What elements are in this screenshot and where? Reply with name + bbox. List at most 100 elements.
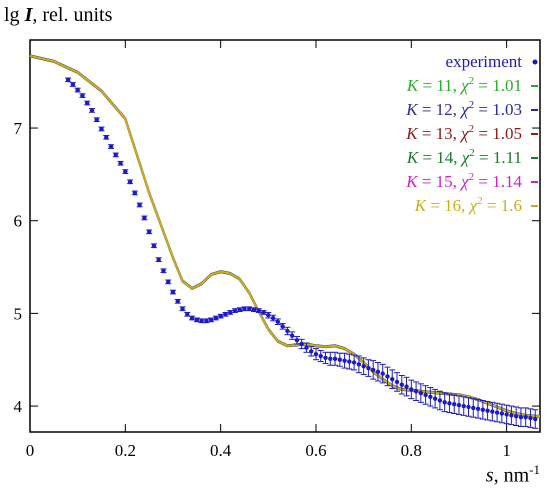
x-axis-label-s: s xyxy=(485,464,494,487)
experiment-point xyxy=(242,306,247,311)
y-axis-label-rest: , rel. units xyxy=(32,4,113,26)
experiment-point xyxy=(94,117,99,122)
experiment-point xyxy=(485,408,490,413)
experiment-point xyxy=(361,364,366,369)
legend-K-value: = 16, xyxy=(426,196,470,215)
experiment-point xyxy=(108,144,114,149)
experiment-point xyxy=(499,411,505,416)
experiment-point xyxy=(285,328,290,334)
experiment-point xyxy=(289,333,295,338)
legend-K-symbol: K xyxy=(406,148,420,167)
experiment-point xyxy=(118,161,123,166)
legend-K-value: = 15, xyxy=(418,172,462,191)
legend-chi-symbol: χ xyxy=(460,148,470,167)
experiment-point xyxy=(528,415,533,421)
experiment-point xyxy=(161,268,166,273)
x-tick-label: 0.8 xyxy=(401,441,422,460)
experiment-point xyxy=(323,355,328,361)
experiment-point xyxy=(399,382,404,387)
experiment-point xyxy=(75,87,80,93)
experiment-point xyxy=(337,357,343,362)
experiment-point xyxy=(151,243,157,248)
experiment-point xyxy=(328,356,333,361)
legend-label-k16: K = 16, χ2 = 1.6 xyxy=(414,195,522,215)
experiment-point xyxy=(185,312,190,317)
experiment-point xyxy=(509,413,514,418)
y-axis-label-I: I xyxy=(24,4,33,26)
experiment-point xyxy=(247,306,252,311)
experiment-point xyxy=(123,169,128,174)
experiment-point xyxy=(218,313,223,319)
experiment-point xyxy=(294,338,300,343)
legend-chi-exp: 2 xyxy=(469,75,475,87)
experiment-point xyxy=(256,308,261,313)
experiment-point xyxy=(280,324,285,329)
y-tick-label: 7 xyxy=(14,119,23,138)
experiment-point xyxy=(170,289,176,295)
legend-K-symbol: K xyxy=(405,172,419,191)
experiment-point xyxy=(213,315,219,321)
experiment-point xyxy=(132,190,138,196)
x-axis-label: s, nm-1 xyxy=(486,462,540,488)
legend-label-k14: K = 14, χ2 = 1.11 xyxy=(406,147,522,167)
legend-K-value: = 12, xyxy=(418,100,462,119)
x-axis-label-unit: , nm xyxy=(493,464,530,487)
experiment-point xyxy=(89,108,95,113)
legend-experiment-marker xyxy=(532,59,538,65)
x-tick-label: 0 xyxy=(26,441,35,460)
experiment-point xyxy=(208,317,214,323)
experiment-point xyxy=(99,126,104,132)
experiment-point xyxy=(137,202,142,208)
experiment-point xyxy=(456,402,462,408)
legend-K-value: = 14, xyxy=(418,148,462,167)
experiment-point xyxy=(437,398,443,403)
experiment-point xyxy=(342,358,347,363)
legend-K-symbol: K xyxy=(405,100,419,119)
experiment-point xyxy=(452,401,457,407)
legend-label-k12: K = 12, χ2 = 1.03 xyxy=(405,99,522,119)
experiment-point xyxy=(356,362,362,367)
legend-chi-symbol: χ xyxy=(459,172,469,191)
legend-chi-value: = 1.05 xyxy=(474,124,522,143)
plot-frame xyxy=(29,39,541,433)
experiment-point xyxy=(232,308,238,313)
experiment-point xyxy=(461,403,466,409)
legend-chi-symbol: χ xyxy=(459,124,469,143)
experiment-point xyxy=(65,77,71,83)
experiment-point xyxy=(261,310,266,315)
legend-chi-value: = 1.14 xyxy=(474,172,522,191)
experiment-point xyxy=(447,401,452,406)
experiment-point xyxy=(390,376,395,382)
y-tick-label: 6 xyxy=(14,212,23,231)
experiment-point xyxy=(204,318,209,323)
experiment-point xyxy=(504,412,509,417)
experiment-point xyxy=(494,410,500,415)
legend-chi-exp: 2 xyxy=(469,123,475,135)
experiment-point xyxy=(380,371,385,376)
experiment-point xyxy=(370,367,376,373)
legend-chi-value: = 1.01 xyxy=(474,76,522,95)
legend-K-value: = 13, xyxy=(418,124,462,143)
experiment-point xyxy=(513,414,519,419)
y-tick-label: 5 xyxy=(14,304,23,323)
experiment-point xyxy=(275,319,281,324)
experiment-point xyxy=(199,318,204,323)
experiment-point xyxy=(523,414,528,420)
experiment-point xyxy=(480,407,486,412)
y-tick-label: 4 xyxy=(14,397,23,416)
experiment-point xyxy=(332,356,338,361)
experiment-point xyxy=(432,396,438,401)
experiment-point xyxy=(366,365,371,371)
legend-chi-symbol: χ xyxy=(468,196,478,215)
experiment-point xyxy=(475,406,481,412)
experiment-point xyxy=(146,229,152,235)
legend-K-symbol: K xyxy=(406,76,420,95)
experiment-point xyxy=(223,312,228,317)
experiment-point xyxy=(394,379,400,385)
experiment-point xyxy=(227,310,233,315)
experiment-point xyxy=(113,152,118,158)
experiment-point xyxy=(404,384,409,389)
legend-chi-symbol: χ xyxy=(459,76,469,95)
legend-chi-exp: 2 xyxy=(477,195,483,207)
